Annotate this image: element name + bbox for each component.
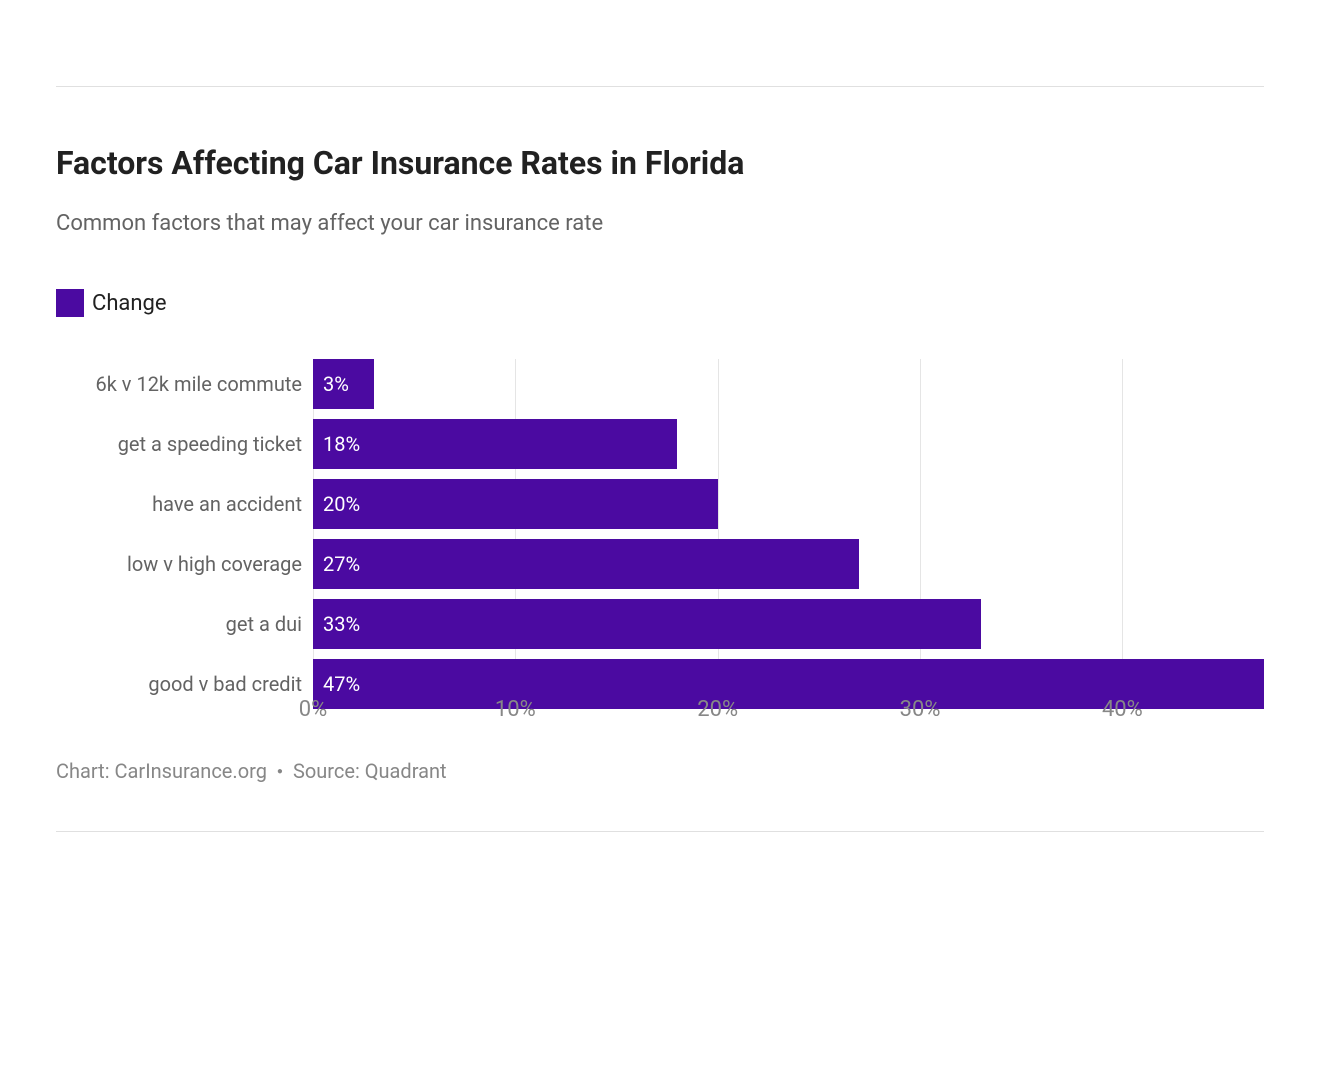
bar-value-label: 18% [323,432,360,456]
chart-title: Factors Affecting Car Insurance Rates in… [56,143,1264,185]
chart-credits: Chart: CarInsurance.org ● Source: Quadra… [56,759,1264,783]
y-axis-label: have an accident [52,479,302,529]
bar: 20% [313,479,718,529]
x-tick-label: 20% [697,697,738,722]
x-tick-label: 0% [299,697,327,722]
bar: 3% [313,359,374,409]
bar-value-label: 33% [323,612,360,636]
chart-subtitle: Common factors that may affect your car … [56,209,1264,240]
y-axis-label: low v high coverage [52,539,302,589]
x-tick-label: 40% [1102,697,1143,722]
y-axis-label: get a speeding ticket [52,419,302,469]
bar-row: 18% [313,419,1264,469]
credit-separator: ● [277,766,283,777]
bar: 18% [313,419,677,469]
bar-value-label: 3% [323,372,349,396]
credit-chart-by: Chart: CarInsurance.org [56,759,267,783]
y-axis-label: 6k v 12k mile commute [52,359,302,409]
bar: 33% [313,599,981,649]
bar-row: 3% [313,359,1264,409]
legend: Change [56,289,1264,317]
plot-region: 3%18%20%27%33%47% [313,359,1264,689]
bar: 27% [313,539,859,589]
x-tick-label: 10% [495,697,536,722]
y-axis-label: get a dui [52,599,302,649]
bar-row: 27% [313,539,1264,589]
bar-row: 33% [313,599,1264,649]
x-axis: 0%10%20%30%40% [313,689,1264,729]
bar-row: 20% [313,479,1264,529]
bottom-divider [56,831,1264,832]
y-axis-label: good v bad credit [52,659,302,709]
bar-value-label: 20% [323,492,360,516]
bar-value-label: 27% [323,552,360,576]
legend-label: Change [92,291,167,316]
credit-source: Source: Quadrant [293,759,447,783]
x-tick-label: 30% [900,697,941,722]
chart-area: 3%18%20%27%33%47% 0%10%20%30%40% 6k v 12… [56,359,1264,729]
legend-swatch [56,289,84,317]
top-divider [56,86,1264,87]
